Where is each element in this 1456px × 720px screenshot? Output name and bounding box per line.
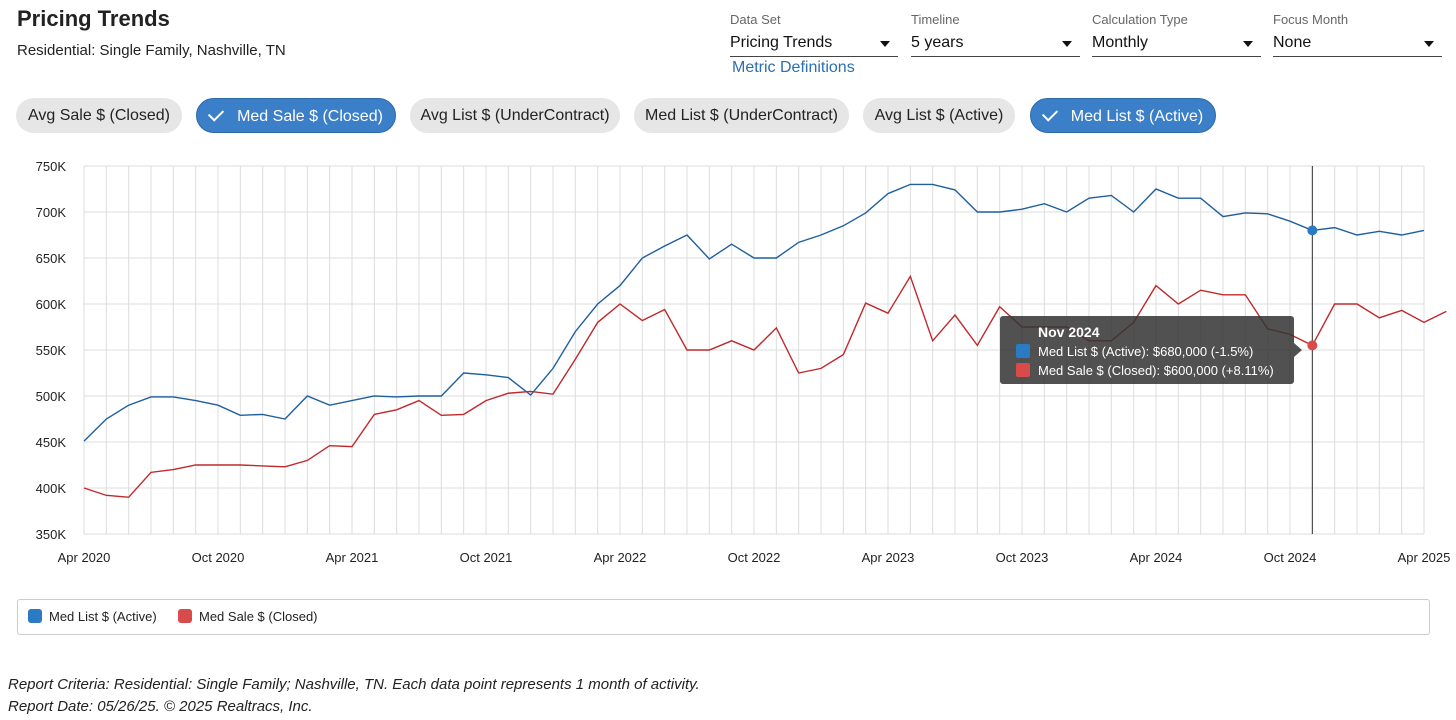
chart-lines <box>83 183 1447 498</box>
chart-tooltip: Nov 2024 Med List $ (Active): $680,000 (… <box>1000 316 1302 384</box>
x-tick-label: Oct 2022 <box>728 550 781 565</box>
legend-swatch <box>28 609 42 623</box>
toggle-med-sale-closed[interactable]: Med Sale $ (Closed) <box>196 98 396 133</box>
checkmark-icon <box>1041 105 1058 122</box>
focus-indicator <box>1307 166 1318 534</box>
y-tick-label: 550K <box>36 343 67 358</box>
toggle-label: Med List $ (Active) <box>1070 108 1204 125</box>
focus-point <box>1307 225 1318 236</box>
tooltip-arrow <box>1294 343 1302 357</box>
x-tick-label: Apr 2022 <box>594 550 647 565</box>
x-tick-label: Apr 2024 <box>1130 550 1183 565</box>
toggle-med-list-undercontract[interactable]: Med List $ (UnderContract) <box>634 98 849 133</box>
y-tick-label: 500K <box>36 389 67 404</box>
metric-definitions-link[interactable]: Metric Definitions <box>732 59 855 76</box>
x-tick-label: Apr 2020 <box>58 550 111 565</box>
tooltip-swatch <box>1016 363 1030 377</box>
x-tick-label: Oct 2024 <box>1264 550 1317 565</box>
y-axis-ticks: 350K 400K 450K 500K 550K 600K 650K 700K 750K <box>36 159 67 542</box>
x-tick-label: Oct 2021 <box>460 550 513 565</box>
focus-month-control: Focus Month None <box>1273 12 1442 57</box>
toggle-avg-list-undercontract[interactable]: Avg List $ (UnderContract) <box>410 98 620 133</box>
focus-month-value: None <box>1273 34 1312 51</box>
tooltip-row-text: Med List $ (Active): $680,000 (-1.5%) <box>1038 344 1254 359</box>
page-subtitle: Residential: Single Family, Nashville, T… <box>17 42 286 59</box>
toggle-label: Med Sale $ (Closed) <box>237 108 383 125</box>
tooltip-row-text: Med Sale $ (Closed): $600,000 (+8.11%) <box>1038 363 1274 378</box>
timeline-value: 5 years <box>911 34 964 51</box>
legend-item-med-sale-closed[interactable]: Med Sale $ (Closed) <box>178 609 318 624</box>
focus-month-select[interactable]: None <box>1273 32 1442 57</box>
data-set-control: Data Set Pricing Trends <box>730 12 898 57</box>
focus-month-label: Focus Month <box>1273 12 1349 27</box>
y-tick-label: 650K <box>36 251 67 266</box>
y-tick-label: 600K <box>36 297 67 312</box>
chevron-down-icon <box>1424 41 1434 47</box>
y-tick-label: 350K <box>36 527 67 542</box>
toggle-avg-list-active[interactable]: Avg List $ (Active) <box>863 98 1015 133</box>
data-set-select[interactable]: Pricing Trends <box>730 32 898 57</box>
tooltip-swatch <box>1016 344 1030 358</box>
x-axis-ticks: Apr 2020 Oct 2020 Apr 2021 Oct 2021 Apr 2022… <box>58 550 1451 565</box>
tooltip-row-list: Med List $ (Active): $680,000 (-1.5%) <box>1016 344 1253 359</box>
series-line <box>83 183 1425 442</box>
legend-item-med-list-active[interactable]: Med List $ (Active) <box>28 609 157 624</box>
timeline-label: Timeline <box>911 12 960 27</box>
tooltip-row-sale: Med Sale $ (Closed): $600,000 (+8.11%) <box>1016 363 1274 378</box>
toggle-label: Avg List $ (UnderContract) <box>420 107 610 124</box>
chevron-down-icon <box>1243 41 1253 47</box>
series-line <box>83 274 1447 498</box>
checkmark-icon <box>207 105 225 122</box>
legend-label: Med List $ (Active) <box>49 609 157 624</box>
toggle-med-list-active[interactable]: Med List $ (Active) <box>1030 98 1216 133</box>
legend-swatch <box>178 609 192 623</box>
toggle-label: Avg Sale $ (Closed) <box>28 107 170 124</box>
x-tick-label: Oct 2020 <box>192 550 245 565</box>
calc-type-select[interactable]: Monthly <box>1092 32 1261 57</box>
calc-type-value: Monthly <box>1092 34 1149 51</box>
toggle-label: Med List $ (UnderContract) <box>645 107 838 124</box>
x-tick-label: Oct 2023 <box>996 550 1049 565</box>
data-set-value: Pricing Trends <box>730 34 833 51</box>
chart-legend: Med List $ (Active) Med Sale $ (Closed) <box>17 599 1430 635</box>
x-tick-label: Apr 2025 <box>1398 550 1451 565</box>
y-tick-label: 700K <box>36 205 67 220</box>
x-tick-label: Apr 2021 <box>326 550 379 565</box>
pricing-trends-chart[interactable]: 350K 400K 450K 500K 550K 600K 650K 700K 750K Apr… <box>0 150 1456 580</box>
data-set-label: Data Set <box>730 12 781 27</box>
page-title: Pricing Trends <box>17 6 170 31</box>
y-tick-label: 400K <box>36 481 67 496</box>
calc-type-control: Calculation Type Monthly <box>1092 12 1261 57</box>
tooltip-title: Nov 2024 <box>1038 324 1100 340</box>
report-date: Report Date: 05/26/25. © 2025 Realtracs,… <box>8 698 313 715</box>
legend-label: Med Sale $ (Closed) <box>199 609 318 624</box>
timeline-control: Timeline 5 years <box>911 12 1080 57</box>
timeline-select[interactable]: 5 years <box>911 32 1080 57</box>
y-tick-label: 450K <box>36 435 67 450</box>
chart-grid <box>83 165 1425 535</box>
focus-point <box>1307 340 1318 351</box>
calc-type-label: Calculation Type <box>1092 12 1188 27</box>
chevron-down-icon <box>1062 41 1072 47</box>
x-tick-label: Apr 2023 <box>862 550 915 565</box>
y-tick-label: 750K <box>36 159 67 174</box>
toggle-avg-sale-closed[interactable]: Avg Sale $ (Closed) <box>16 98 182 133</box>
report-criteria: Report Criteria: Residential: Single Fam… <box>8 676 700 693</box>
chevron-down-icon <box>880 41 890 47</box>
toggle-label: Avg List $ (Active) <box>874 107 1004 124</box>
